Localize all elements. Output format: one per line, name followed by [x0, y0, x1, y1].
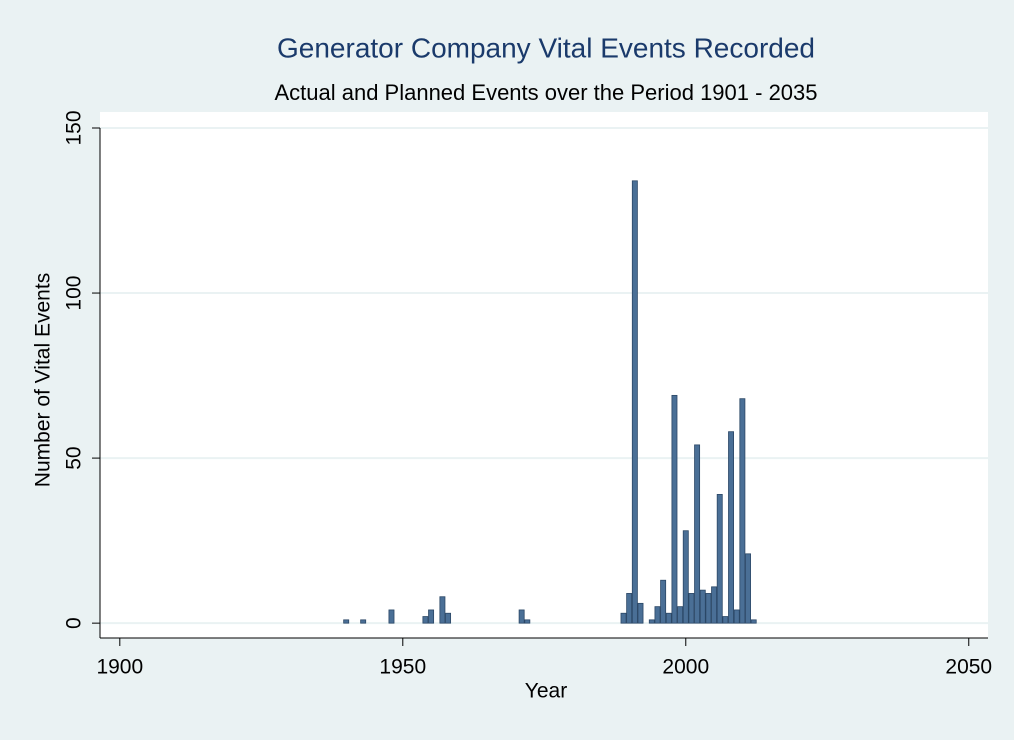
bar [682, 530, 689, 624]
bar [671, 394, 678, 624]
x-tick-label: 2050 [945, 656, 992, 679]
bar [388, 609, 395, 624]
y-tick-label: 50 [63, 446, 86, 469]
bar [360, 619, 367, 624]
plot-area [100, 112, 988, 638]
bar [733, 609, 740, 624]
bar [428, 609, 435, 624]
bar [705, 593, 712, 624]
bar [631, 180, 638, 624]
y-tick-label: 100 [63, 276, 86, 311]
chart-subtitle: Actual and Planned Events over the Perio… [274, 80, 817, 105]
bar [637, 602, 644, 624]
bar [518, 609, 525, 624]
x-tick-label: 1900 [96, 656, 143, 679]
bar [716, 494, 723, 624]
chart-title: Generator Company Vital Events Recorded [277, 32, 815, 63]
bar [711, 586, 718, 624]
bar [745, 553, 751, 624]
y-axis-label: Number of Vital Events [32, 273, 55, 487]
bar [694, 444, 701, 624]
bar [728, 431, 734, 624]
bar [660, 579, 667, 624]
bar [654, 606, 661, 624]
y-tick-label: 150 [63, 110, 86, 145]
y-tick-label: 0 [63, 617, 86, 629]
bar [699, 589, 706, 624]
bar [626, 593, 633, 624]
x-tick-label: 1950 [379, 656, 426, 679]
bar [677, 606, 684, 624]
bar [343, 619, 350, 624]
bar [665, 612, 672, 624]
x-axis-label: Year [525, 680, 567, 703]
bar [422, 616, 429, 624]
bar [439, 596, 446, 624]
bar [739, 398, 746, 624]
bar [722, 616, 729, 624]
bar [688, 593, 695, 624]
bar [445, 612, 452, 624]
bar [620, 612, 627, 624]
x-tick-label: 2000 [662, 656, 709, 679]
bar [524, 619, 531, 624]
bar [750, 619, 757, 624]
bar [648, 619, 655, 624]
